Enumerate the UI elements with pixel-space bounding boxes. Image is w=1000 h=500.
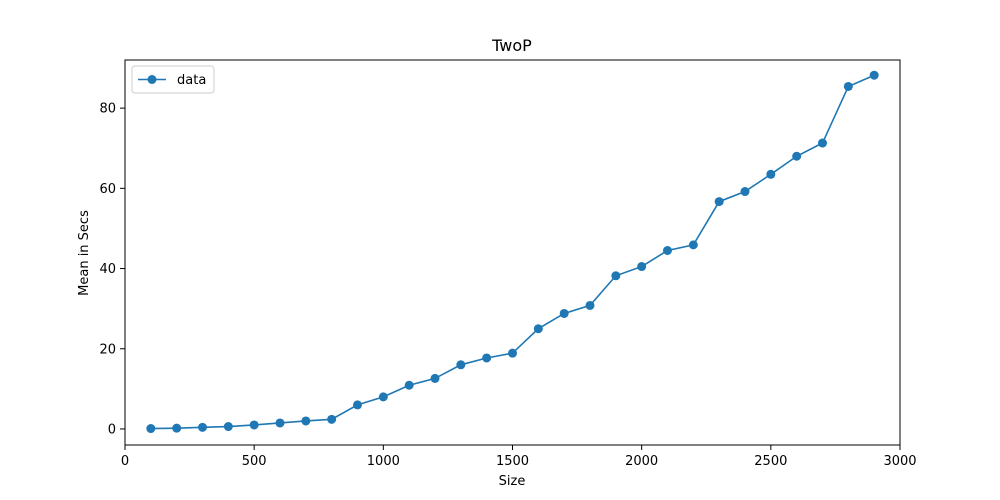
chart-title: TwoP [491, 36, 532, 55]
data-point [766, 169, 776, 179]
data-point [327, 414, 337, 424]
x-tick-label: 1500 [496, 454, 529, 469]
y-tick-label: 20 [99, 342, 116, 357]
x-axis: 0 500 1000 1500 2000 2500 3000 [121, 445, 917, 469]
data-point [869, 70, 879, 80]
y-tick-label: 80 [99, 102, 116, 117]
data-point [818, 138, 827, 148]
x-tick-label: 1000 [367, 454, 400, 469]
data-point [172, 423, 182, 433]
data-point [275, 418, 285, 428]
data-point [688, 240, 698, 250]
x-tick-label: 500 [242, 454, 267, 469]
data-point [146, 424, 156, 434]
data-point [559, 308, 569, 318]
y-tick-label: 40 [99, 262, 116, 277]
data-point [430, 373, 440, 383]
x-tick-label: 3000 [883, 454, 916, 469]
data-point [637, 262, 647, 272]
data-point [533, 324, 543, 334]
x-tick-label: 2500 [754, 454, 787, 469]
x-tick-label: 2000 [625, 454, 658, 469]
series-layer [146, 70, 879, 434]
legend-marker [147, 75, 157, 84]
data-point [198, 422, 207, 432]
data-point [301, 416, 311, 426]
data-point [353, 400, 362, 410]
x-tick-label: 0 [121, 454, 129, 469]
data-point [404, 380, 414, 390]
data-point [740, 187, 750, 197]
data-point [843, 81, 853, 91]
legend-box [131, 65, 215, 94]
data-point [714, 197, 724, 207]
data-point [611, 271, 621, 281]
y-axis-label: Mean in Secs [77, 210, 92, 296]
y-tick-label: 60 [99, 182, 116, 197]
data-point [792, 151, 802, 161]
data-point [249, 420, 259, 430]
y-axis: 0 20 40 60 80 [99, 102, 125, 437]
x-axis-label: Size [499, 474, 526, 489]
data-point [223, 422, 233, 432]
y-tick-label: 0 [108, 422, 116, 437]
data-point [456, 360, 466, 370]
data-point [482, 353, 492, 363]
data-point [378, 392, 388, 402]
data-point [663, 245, 672, 255]
legend-label: data [177, 73, 206, 88]
legend: data [131, 65, 215, 94]
data-point [585, 300, 595, 310]
data-point [508, 348, 517, 358]
